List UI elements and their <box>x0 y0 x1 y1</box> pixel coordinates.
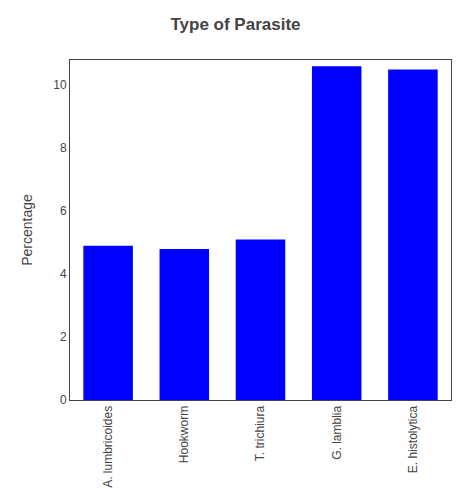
svg-text:6: 6 <box>60 204 67 218</box>
svg-text:Hookworm: Hookworm <box>177 406 191 463</box>
svg-text:2: 2 <box>60 330 67 344</box>
svg-text:Percentage: Percentage <box>19 194 35 266</box>
svg-text:A. lumbricoides: A. lumbricoides <box>101 406 115 488</box>
svg-text:T. trichiura: T. trichiura <box>253 405 267 461</box>
svg-text:G. lamblia: G. lamblia <box>330 405 344 459</box>
svg-text:0: 0 <box>60 393 67 407</box>
svg-text:4: 4 <box>60 267 67 281</box>
svg-text:Type of Parasite: Type of Parasite <box>170 15 300 34</box>
svg-text:E. histolytica: E. histolytica <box>406 405 420 473</box>
svg-text:10: 10 <box>53 78 67 92</box>
svg-text:8: 8 <box>60 141 67 155</box>
